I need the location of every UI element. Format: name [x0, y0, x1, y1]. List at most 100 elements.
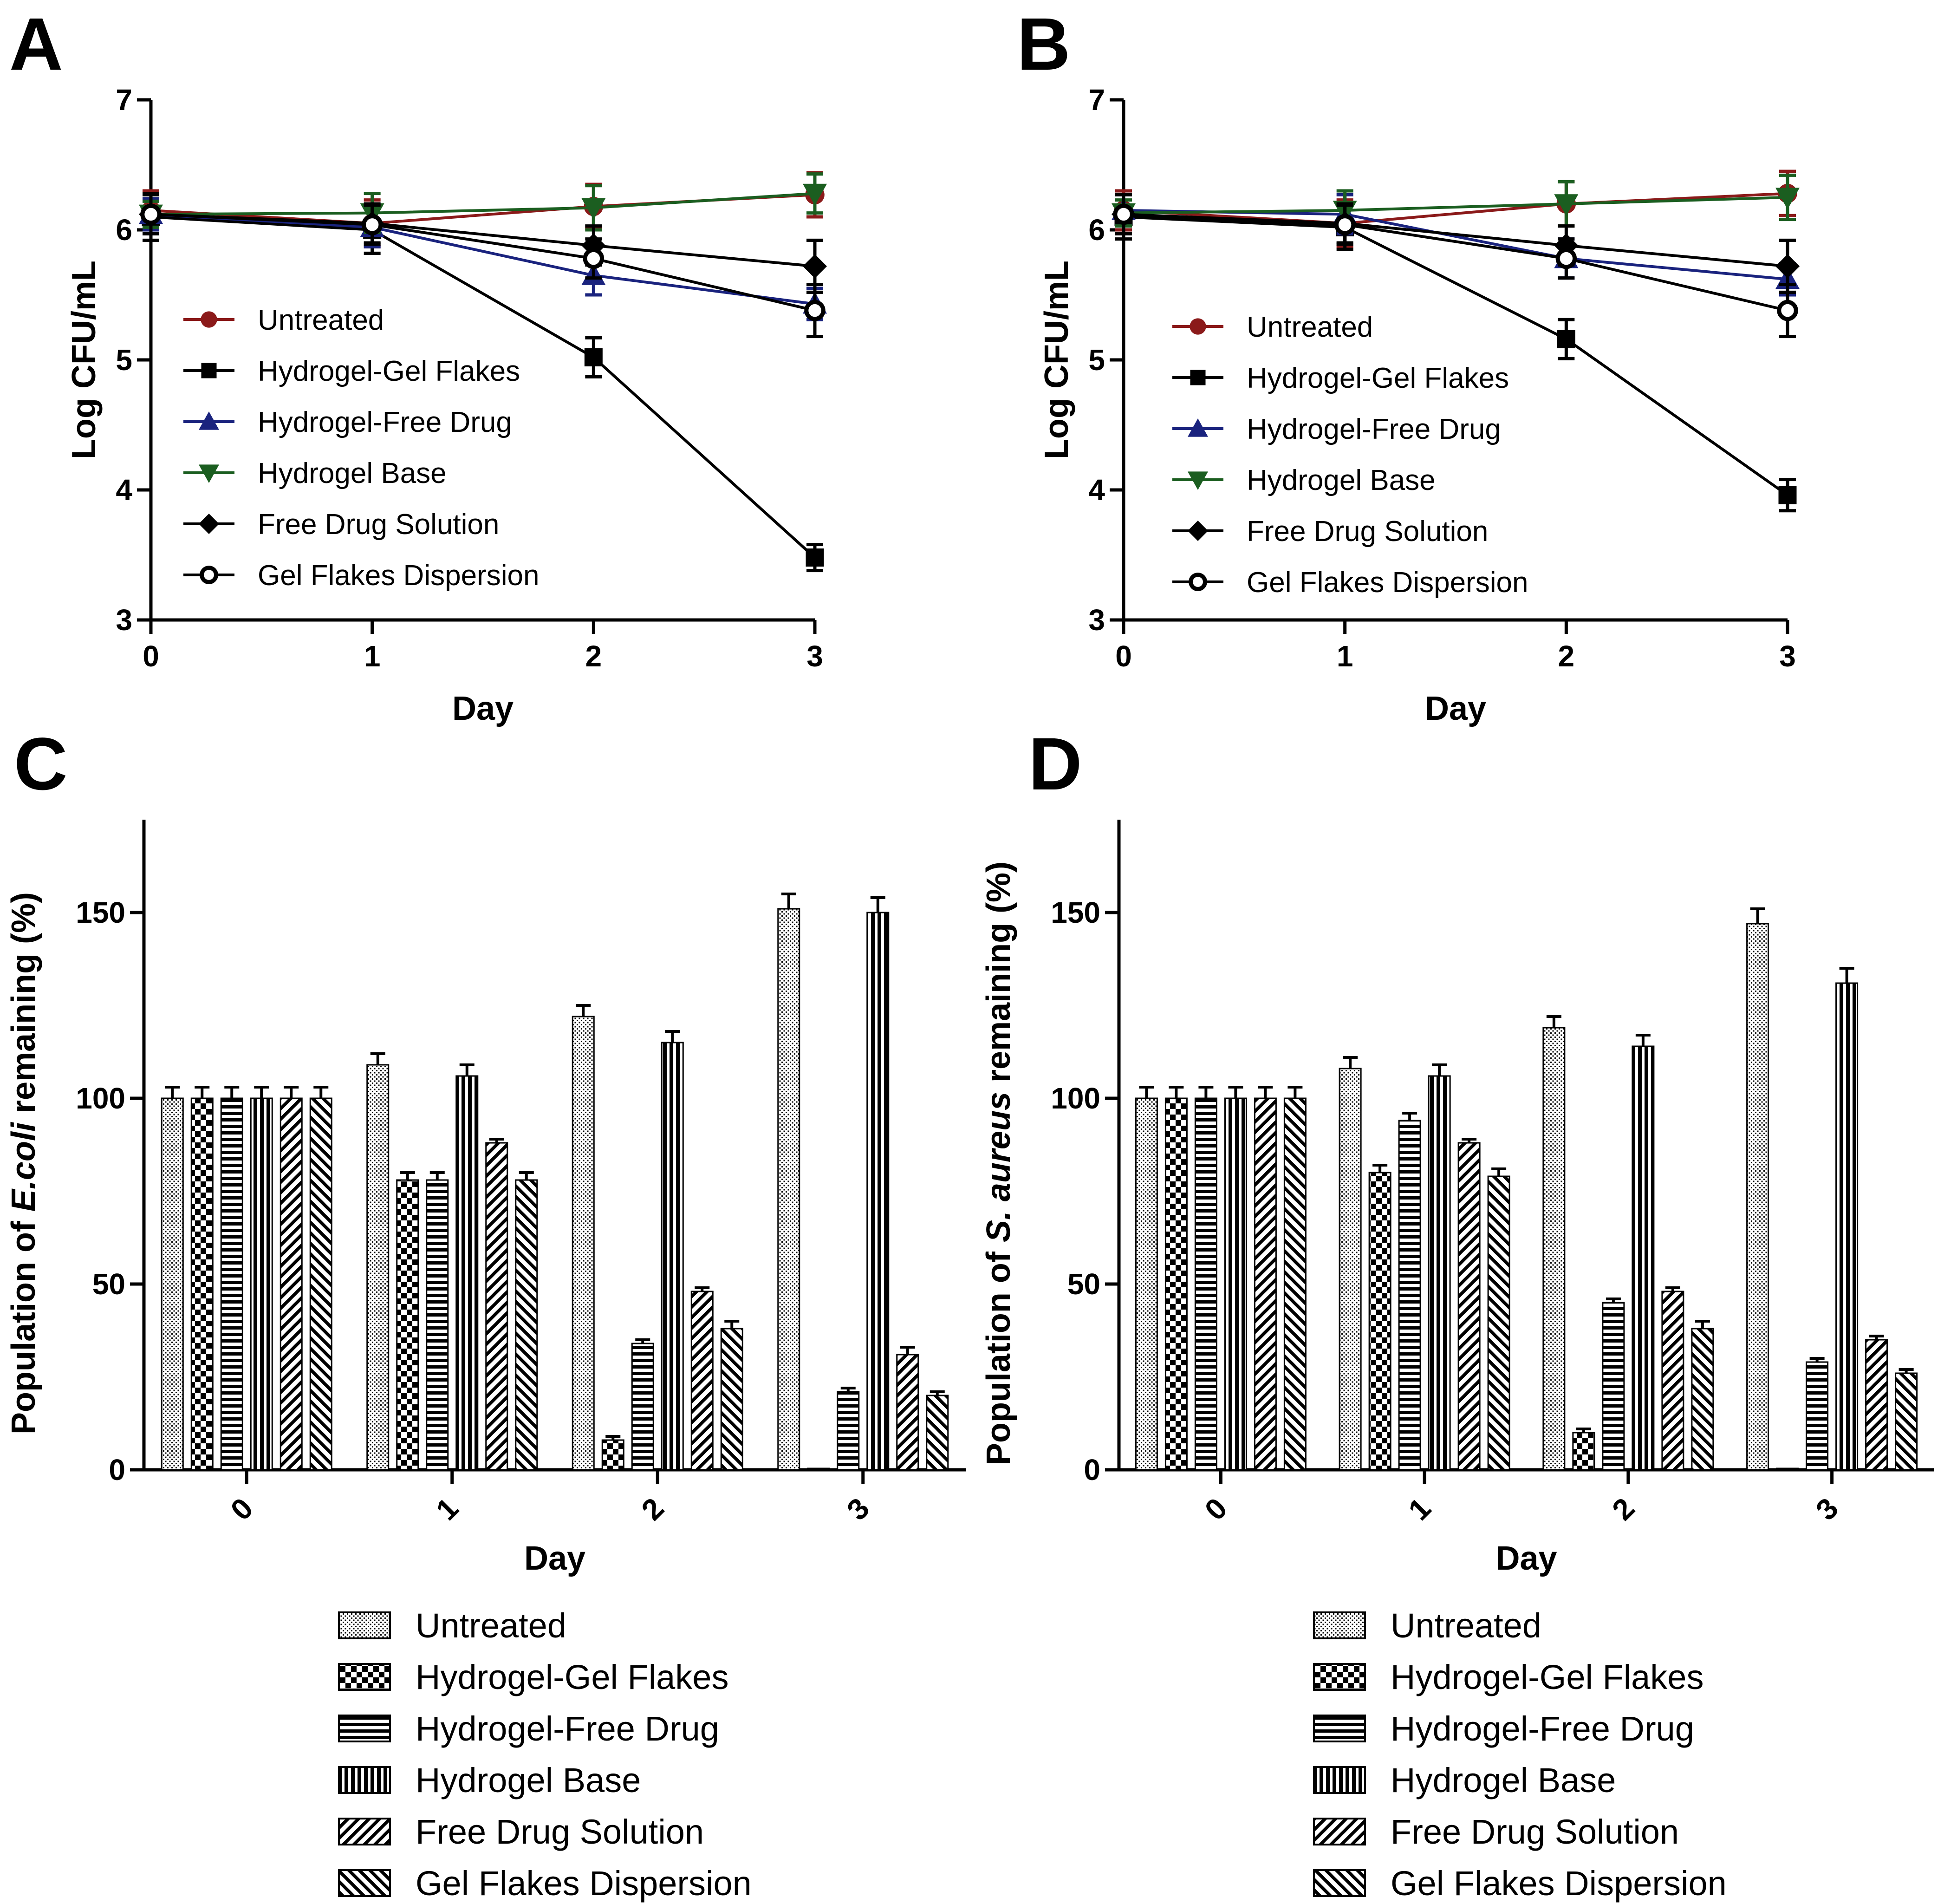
panel-d-legend-label: Hydrogel-Free Drug — [1391, 1709, 1694, 1748]
panel-a-series-line — [150, 215, 816, 559]
panel-b-legend-marker — [1189, 573, 1207, 591]
panel-d-bar-hydrogel-gel-flakes-day-1 — [1368, 1172, 1391, 1471]
panel-d-legend-swatch — [1313, 1869, 1366, 1897]
panel-a-legend-label: Gel Flakes Dispersion — [258, 560, 539, 592]
panel-d-letter: D — [1028, 722, 1082, 805]
panel-a-x-tick-label: 2 — [585, 639, 602, 673]
panel-b-y-tick-label: 7 — [1088, 83, 1105, 117]
panel-b-x-tick-label: 2 — [1558, 639, 1575, 673]
panel-a-data-point — [804, 300, 826, 321]
panel-a-data-point — [584, 348, 603, 366]
panel-b-legend-label: Hydrogel-Gel Flakes — [1247, 362, 1509, 394]
panel-d-bar-hydrogel-base-day-1 — [1428, 1075, 1451, 1471]
panel-c-legend-swatch — [338, 1715, 391, 1742]
panel-b-y-tick-label: 4 — [1088, 473, 1105, 507]
panel-a-line-chart: A 3 4 5 6 7 0 1 2 3 Day Log CFU/mL Untreated Hydroge… — [9, 2, 827, 727]
panel-b-x-tick-label: 1 — [1337, 639, 1353, 673]
panel-c-letter: C — [14, 722, 68, 805]
panel-b-x-tick-label: 0 — [1115, 639, 1132, 673]
panel-d-legend-swatch — [1313, 1663, 1366, 1691]
panel-c-bar-free-drug-solution-day-3 — [896, 1354, 919, 1471]
panel-b-series-gel-flakes-dispersion — [1113, 193, 1798, 339]
panel-d-bar-free-drug-solution-day-2 — [1661, 1291, 1684, 1471]
panel-a-y-tick-label: 3 — [116, 603, 132, 637]
panel-d-bar-hydrogel-free-drug-day-0 — [1194, 1097, 1217, 1471]
panel-d-bar-hydrogel-free-drug-day-1 — [1398, 1120, 1421, 1471]
panel-b-data-point — [1113, 203, 1134, 225]
panel-c-y-tick-label: 150 — [76, 896, 125, 929]
panel-a-x-axis-label: Day — [452, 690, 514, 727]
panel-d-legend: Untreated Hydrogel-Gel Flakes Hydrogel-Fre… — [1313, 1606, 1727, 1903]
panel-d-legend-swatch — [1313, 1818, 1366, 1845]
panel-a-legend-marker — [201, 363, 217, 378]
panel-b-data-point — [1557, 330, 1575, 348]
panel-b-data-point — [1775, 254, 1800, 279]
panel-d-y-tick-label: 0 — [1084, 1453, 1100, 1487]
panel-c-bar-free-drug-solution-day-0 — [280, 1097, 303, 1471]
panel-d-bar-gel-flakes-dispersion-day-3 — [1895, 1372, 1918, 1471]
panel-c-y-tick-label: 0 — [109, 1453, 125, 1487]
panel-d-legend-label: Untreated — [1391, 1606, 1541, 1645]
panel-d-bar-untreated-day-3 — [1746, 923, 1769, 1471]
panel-d-bar-chart: D 0 50 100 150 0 1 2 3 Day Population of S. aureu… — [980, 722, 1934, 1903]
panel-c-bar-gel-flakes-dispersion-day-2 — [720, 1328, 743, 1471]
panel-b-series-line — [1123, 192, 1788, 225]
panel-a-data-point — [803, 254, 827, 279]
panel-d-y-axis-label-part: Population of — [980, 1242, 1017, 1465]
panel-d-bar-gel-flakes-dispersion-day-0 — [1283, 1097, 1307, 1471]
panel-c-bar-untreated-day-1 — [366, 1064, 390, 1471]
panel-c-bar-free-drug-solution-day-1 — [485, 1142, 508, 1471]
panel-c-legend: Untreated Hydrogel-Gel Flakes Hydrogel-Fre… — [338, 1606, 752, 1903]
panel-b-letter: B — [1017, 2, 1071, 85]
panel-b-legend-label: Hydrogel Base — [1247, 464, 1436, 496]
panel-d-y-axis-label: Population of S. aureus remaining (%) — [980, 861, 1017, 1465]
panel-c-bar-chart: C 0 50 100 150 0 1 2 3 Day Population of E.coli r… — [5, 722, 966, 1903]
panel-c-bar-hydrogel-base-day-0 — [250, 1097, 273, 1471]
panel-a-series-line — [150, 192, 815, 216]
panel-a-data-point — [361, 214, 383, 235]
panel-d-x-tick-label: 3 — [1809, 1491, 1845, 1526]
panel-b-series-line — [1123, 213, 1788, 312]
panel-b-data-point — [1778, 486, 1797, 504]
panel-c-x-tick-label: 3 — [840, 1491, 876, 1526]
panel-b-y-tick-label: 6 — [1088, 213, 1105, 247]
panel-b-legend-label: Gel Flakes Dispersion — [1247, 567, 1528, 599]
panel-c-legend-swatch — [338, 1611, 391, 1639]
panel-b-x-tick-label: 3 — [1779, 639, 1796, 673]
panel-c-y-tick-label: 50 — [92, 1267, 125, 1301]
panel-c-y-axis-label: Population of E.coli remaining (%) — [5, 892, 42, 1435]
panel-a-data-point — [581, 198, 606, 220]
panel-b-legend-label: Free Drug Solution — [1247, 515, 1488, 548]
panel-b-legend-marker — [1188, 471, 1208, 490]
panel-c-legend-label: Untreated — [416, 1606, 566, 1645]
panel-d-bar-hydrogel-gel-flakes-day-3 — [1776, 1467, 1799, 1471]
panel-d-bar-untreated-day-2 — [1542, 1027, 1566, 1471]
panel-d-x-axis-label: Day — [1495, 1540, 1557, 1577]
panel-a-y-tick-label: 6 — [116, 213, 132, 247]
panel-a-y-axis-label: Log CFU/mL — [65, 261, 103, 459]
panel-c-bar-gel-flakes-dispersion-day-1 — [515, 1179, 538, 1471]
panel-c-bar-hydrogel-free-drug-day-1 — [426, 1179, 449, 1471]
panel-c-bar-hydrogel-free-drug-day-2 — [631, 1343, 654, 1471]
panel-d-x-tick-label: 1 — [1402, 1491, 1437, 1526]
panel-d-y-axis-label-part: S. aureus — [980, 1092, 1017, 1242]
panel-c-legend-swatch — [338, 1818, 391, 1845]
panel-d-x-tick-label: 0 — [1198, 1491, 1234, 1526]
panel-b-legend: Untreated Hydrogel-Gel Flakes Hydrogel-Fre… — [1172, 311, 1528, 599]
panel-a-x-tick-label: 3 — [806, 639, 823, 673]
panel-c-legend-label: Hydrogel-Gel Flakes — [416, 1658, 728, 1696]
panel-a-legend-marker — [199, 464, 219, 483]
panel-d-bar-untreated-day-0 — [1135, 1097, 1158, 1471]
panel-a-legend: Untreated Hydrogel-Gel Flakes Hydrogel-Fre… — [183, 304, 539, 592]
panel-c-bar-hydrogel-gel-flakes-day-3 — [807, 1467, 830, 1471]
panel-b-legend-label: Untreated — [1247, 311, 1373, 343]
panel-a-y-tick-label: 5 — [116, 343, 132, 377]
panel-c-bar-hydrogel-gel-flakes-day-0 — [190, 1097, 214, 1471]
panel-d-bar-hydrogel-gel-flakes-day-2 — [1572, 1432, 1595, 1471]
panel-a-data-point — [583, 248, 605, 269]
panel-c-x-axis-label: Day — [524, 1540, 585, 1577]
panel-d-bar-gel-flakes-dispersion-day-2 — [1691, 1328, 1714, 1471]
panel-d-y-tick-label: 100 — [1051, 1082, 1100, 1115]
panel-b-legend-marker — [1188, 418, 1208, 437]
